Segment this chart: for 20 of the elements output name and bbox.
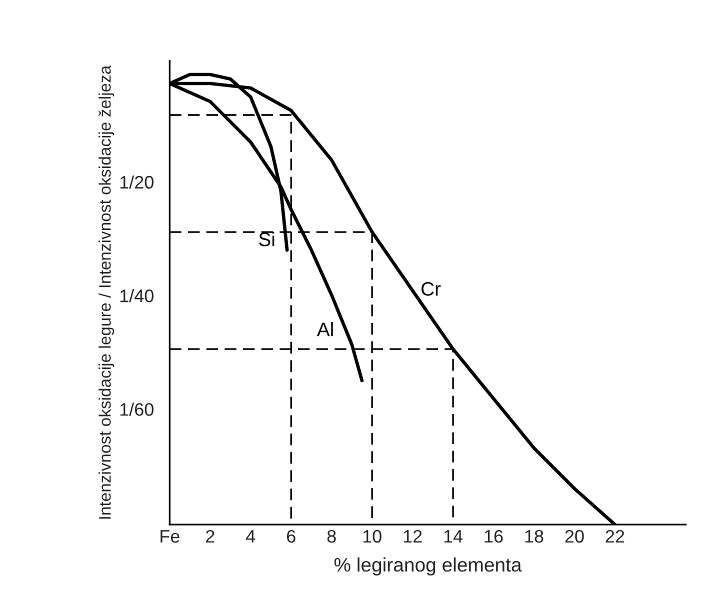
x-tick-label: 12	[404, 530, 422, 543]
series-label: Al	[316, 322, 333, 336]
y-axis-title: Intenzivnost oksidacije legure / Intenzivnost oksidacije željeza	[98, 65, 114, 519]
x-tick-label: 18	[525, 530, 544, 543]
series-label: Si	[259, 232, 274, 246]
x-axis-title: % legiranog elementa	[334, 557, 522, 576]
x-tick-label: 16	[484, 530, 503, 543]
text: 1/40	[120, 289, 154, 302]
x-tick-label: 10	[363, 530, 382, 543]
x-tick-label: 22	[606, 530, 624, 543]
x-tick-label: 14	[444, 530, 463, 543]
x-tick-label: Fe	[160, 530, 180, 543]
text: 1/20	[120, 175, 154, 189]
x-tick-label: 6	[287, 530, 296, 543]
text: 1/60	[120, 402, 154, 416]
x-tick-label: 4	[246, 530, 256, 543]
x-tick-label: 2	[206, 530, 214, 543]
x-tick-label: 8	[327, 530, 336, 543]
x-tick-label: 20	[565, 530, 584, 543]
series-label: Cr	[422, 282, 441, 296]
